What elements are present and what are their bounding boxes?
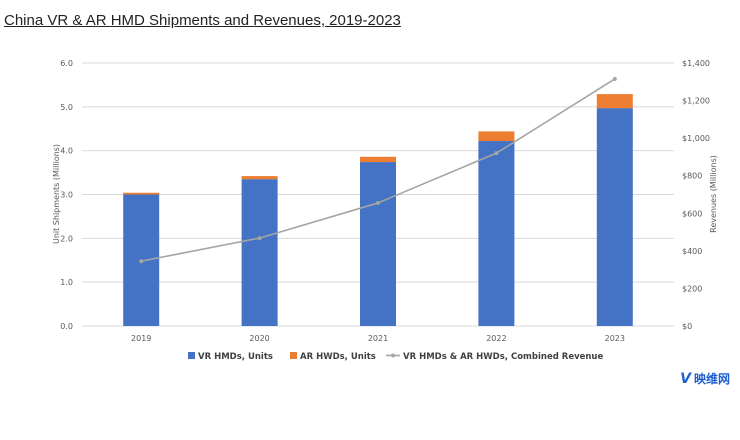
y-tick-label: 4.0 [60, 147, 73, 156]
left-axis-label: Unit Shipments (Millions) [52, 144, 61, 244]
x-tick-label: 2020 [249, 334, 269, 343]
y2-tick-label: $200 [682, 284, 702, 293]
legend-swatch-0 [188, 352, 195, 359]
brand-logo: V 映维网 [680, 370, 730, 387]
legend: VR HMDs, Units AR HWDs, Units VR HMDs & AR… [188, 352, 603, 362]
y2-tick-label: $1,400 [682, 59, 710, 68]
revenue-point-2021 [376, 200, 380, 205]
legend-label: AR HWDs, Units [300, 352, 376, 362]
y2-tick-label: $1,000 [682, 134, 710, 143]
bars [123, 94, 633, 326]
bar-ar-2023 [596, 94, 633, 109]
bar-ar-2019 [123, 192, 160, 195]
y-tick-label: 3.0 [60, 191, 73, 200]
legend-label: VR HMDs & AR HWDs, Combined Revenue [403, 352, 603, 362]
y-tick-label: 5.0 [60, 103, 73, 112]
x-tick-label: 2022 [486, 334, 506, 343]
brand-mark-icon: V [680, 370, 691, 387]
right-axis-ticks: $0 $200 $400 $600 $800 $1,000 $1,200 $1,400 [682, 59, 710, 331]
y2-tick-label: $800 [682, 172, 702, 181]
revenue-point-2020 [257, 236, 262, 241]
right-axis-label: Revenues (Millions) [709, 155, 718, 233]
left-axis-ticks: 0.0 1.0 2.0 3.0 4.0 5.0 6.0 [60, 59, 73, 331]
page-title: China VR & AR HMD Shipments and Revenues… [4, 12, 401, 29]
bar-ar-2020 [241, 176, 278, 180]
y2-tick-label: $0 [682, 322, 692, 331]
y-tick-label: 6.0 [60, 59, 73, 68]
legend-line-marker [391, 353, 395, 358]
x-tick-label: 2023 [605, 334, 625, 343]
y-tick-label: 2.0 [60, 234, 73, 243]
bar-vr-2023 [596, 108, 633, 326]
revenue-line [139, 76, 617, 264]
y-tick-label: 0.0 [60, 322, 73, 331]
x-axis-ticks: 2019 2020 2021 2022 2023 [131, 334, 625, 343]
revenue-point-2023 [612, 76, 617, 81]
bar-vr-2022 [478, 141, 515, 326]
bar-ar-2022 [478, 131, 515, 142]
legend-swatch-1 [290, 352, 297, 359]
bar-vr-2021 [360, 162, 396, 326]
revenue-point-2019 [139, 259, 144, 264]
bar-vr-2020 [241, 179, 278, 326]
legend-label: VR HMDs, Units [198, 352, 273, 362]
y-tick-label: 1.0 [60, 278, 73, 287]
revenue-point-2022 [494, 151, 499, 156]
x-tick-label: 2021 [368, 334, 388, 343]
y2-tick-label: $1,200 [682, 97, 710, 106]
y2-tick-label: $400 [682, 247, 702, 256]
x-tick-label: 2019 [131, 334, 151, 343]
y2-tick-label: $600 [682, 209, 702, 218]
brand-name: 映维网 [693, 372, 730, 386]
bar-ar-2021 [360, 156, 396, 163]
